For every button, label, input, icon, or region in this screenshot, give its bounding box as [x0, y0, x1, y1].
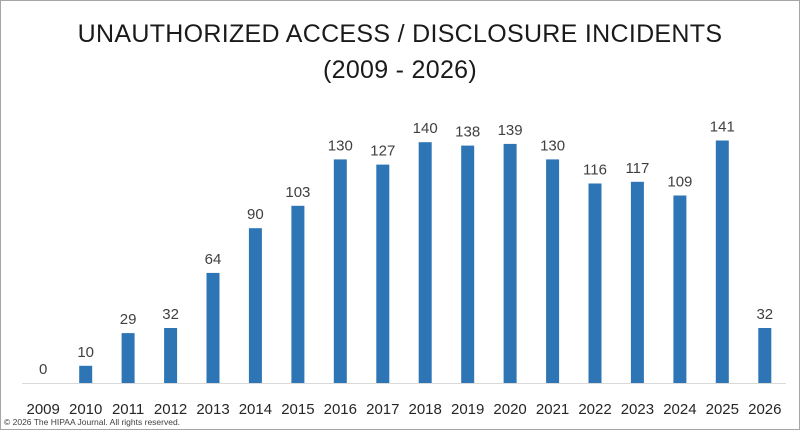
data-label-2011: 29	[120, 311, 137, 328]
data-labels-group: 0 10 29 32 64 90 103 130 127 140 138 139 130 116 117 10…	[39, 119, 773, 379]
bar-2022	[588, 183, 602, 383]
bar-2013	[206, 272, 220, 383]
data-label-2014: 90	[247, 206, 264, 223]
chart-title: UNAUTHORIZED ACCESS / DISCLOSURE INCIDEN…	[77, 20, 723, 48]
bar-2026	[758, 328, 772, 383]
x-tick-label-2012: 2012	[154, 401, 187, 418]
bar-2023	[630, 181, 644, 383]
copyright-notice: © 2026 The HIPAA Journal. All rights res…	[4, 417, 181, 427]
x-tick-label-2023: 2023	[621, 401, 654, 418]
bar-2012	[164, 328, 178, 383]
chart-subtitle: (2009 - 2026)	[323, 56, 477, 84]
bar-2024	[673, 195, 687, 383]
data-label-2018: 140	[413, 120, 438, 137]
x-tick-label-2026: 2026	[748, 401, 781, 418]
x-tick-label-2020: 2020	[493, 401, 526, 418]
x-tick-label-2013: 2013	[196, 401, 229, 418]
x-tick-label-2016: 2016	[324, 401, 357, 418]
bar-2019	[461, 145, 475, 383]
bar-2025	[715, 140, 729, 383]
bar-2011	[121, 333, 135, 383]
data-label-2012: 32	[162, 306, 179, 323]
x-tick-label-2015: 2015	[281, 401, 314, 418]
data-label-2013: 64	[205, 251, 222, 268]
x-tick-label-2017: 2017	[366, 401, 399, 418]
x-tick-labels-group: 2009 2010 2011 2012 2013 2014 2015 2016 2017 2018…	[27, 401, 782, 418]
bar-2018	[418, 142, 432, 383]
data-label-2023: 117	[625, 160, 649, 177]
data-label-2026: 32	[756, 306, 773, 323]
x-tick-label-2010: 2010	[69, 401, 102, 418]
x-tick-label-2018: 2018	[409, 401, 442, 418]
data-label-2024: 109	[667, 174, 692, 191]
bar-2014	[248, 228, 262, 383]
x-tick-label-2025: 2025	[706, 401, 739, 418]
x-tick-label-2024: 2024	[663, 401, 696, 418]
data-label-2016: 130	[328, 137, 353, 154]
data-label-2019: 138	[455, 124, 480, 141]
data-label-2020: 139	[498, 122, 523, 139]
bar-2017	[376, 164, 390, 383]
x-tick-label-2022: 2022	[578, 401, 611, 418]
bar-2021	[546, 159, 560, 383]
x-tick-label-2019: 2019	[451, 401, 484, 418]
data-label-2022: 116	[583, 162, 607, 179]
bars-group	[79, 140, 772, 383]
x-tick-label-2011: 2011	[112, 401, 144, 418]
bar-2010	[79, 365, 93, 383]
data-label-2010: 10	[77, 344, 94, 361]
x-tick-label-2021: 2021	[536, 401, 569, 418]
data-label-2009: 0	[39, 361, 47, 378]
data-label-2017: 127	[370, 143, 395, 160]
bar-2020	[503, 143, 517, 383]
bar-2015	[291, 205, 305, 383]
bar-2016	[333, 159, 347, 383]
data-label-2025: 141	[710, 119, 735, 136]
x-tick-label-2009: 2009	[27, 401, 60, 418]
x-tick-label-2014: 2014	[239, 401, 272, 418]
data-label-2015: 103	[285, 184, 310, 201]
data-label-2021: 130	[540, 137, 565, 154]
